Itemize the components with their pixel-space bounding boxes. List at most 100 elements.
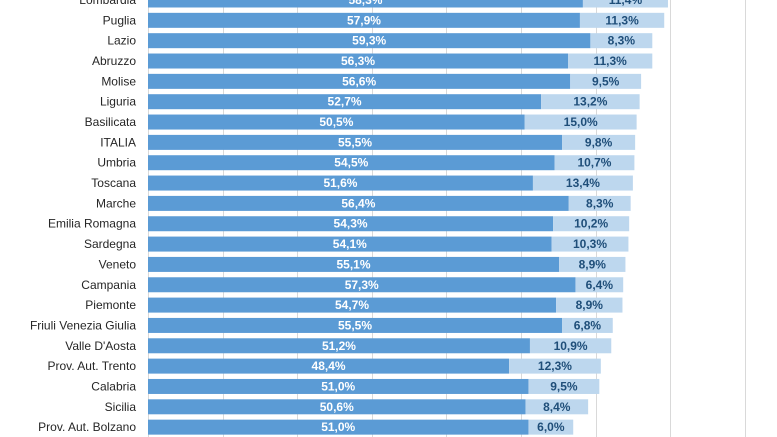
bar-segment-secondary <box>529 338 612 354</box>
data-label: 13,4% <box>566 176 600 190</box>
data-label: 55,5% <box>338 135 372 149</box>
category-label: Sardegna <box>84 237 136 251</box>
category-label: Umbria <box>97 156 136 170</box>
category-label: Valle D'Aosta <box>65 339 136 353</box>
bar-segment-secondary <box>556 297 623 313</box>
data-label: 6,8% <box>574 318 602 332</box>
data-label: 56,4% <box>341 196 375 210</box>
data-label: 59,3% <box>352 34 386 48</box>
bar-segment-secondary <box>562 317 613 333</box>
category-label: ITALIA <box>100 135 136 149</box>
bar-segment-secondary <box>567 53 653 69</box>
category-label: Lazio <box>107 34 136 48</box>
data-label: 51,2% <box>322 339 356 353</box>
bar-segment-primary <box>148 33 591 49</box>
category-label: Abruzzo <box>92 54 136 68</box>
data-label: 8,3% <box>608 34 636 48</box>
data-label: 8,9% <box>579 257 607 271</box>
data-label: 11,3% <box>593 54 627 68</box>
data-label: 48,4% <box>312 359 346 373</box>
bar-segment-primary <box>148 378 529 394</box>
bar-segment-secondary <box>568 195 631 211</box>
category-label: Veneto <box>99 257 137 271</box>
bar-segment-primary <box>148 236 552 252</box>
category-label: Calabria <box>91 379 136 393</box>
bar-segment-secondary <box>532 175 633 191</box>
bar-segment-primary <box>148 399 526 415</box>
bar-segment-secondary <box>541 94 640 110</box>
bar-segment-primary <box>148 0 583 8</box>
data-label: 57,3% <box>345 278 379 292</box>
category-label: Basilicata <box>85 115 137 129</box>
bar-segment-primary <box>148 12 580 28</box>
data-label: 50,5% <box>319 115 353 129</box>
bar-segment-primary <box>148 53 568 69</box>
category-label: Prov. Aut. Trento <box>48 359 137 373</box>
data-label: 51,6% <box>323 176 357 190</box>
bar-segment-secondary <box>524 114 637 130</box>
data-label: 56,3% <box>341 54 375 68</box>
bar-segment-secondary <box>590 33 653 49</box>
data-label: 10,9% <box>554 339 588 353</box>
data-label: 8,9% <box>576 298 604 312</box>
data-label: 13,2% <box>573 95 607 109</box>
labels: Lombardia 58,3% 11,4% Puglia 57,9% 11,3% Lazio… <box>30 0 643 434</box>
data-label: 52,7% <box>328 95 362 109</box>
data-label: 54,3% <box>334 217 368 231</box>
bar-segment-primary <box>148 216 554 232</box>
data-label: 51,0% <box>321 379 355 393</box>
category-label: Molise <box>101 74 136 88</box>
data-label: 50,6% <box>320 400 354 414</box>
bar-segment-secondary <box>570 73 642 89</box>
data-label: 15,0% <box>564 115 598 129</box>
bar-segment-secondary <box>562 134 636 150</box>
data-label: 9,5% <box>550 379 578 393</box>
bar-segment-secondary <box>553 216 630 232</box>
category-label: Lombardia <box>79 0 136 7</box>
data-label: 10,7% <box>577 156 611 170</box>
bar-segment-secondary <box>559 256 626 272</box>
bar-segment-secondary <box>528 419 574 435</box>
bar-segment-primary <box>148 419 529 435</box>
bar-segment-secondary <box>582 0 668 8</box>
bar-segment-secondary <box>528 378 600 394</box>
bar-segment-secondary <box>554 155 635 171</box>
data-label: 6,0% <box>537 420 565 434</box>
bar-segment-primary <box>148 317 563 333</box>
bar-segment-primary <box>148 155 555 171</box>
data-label: 8,4% <box>543 400 571 414</box>
bar-segment-primary <box>148 114 525 130</box>
bar-segment-secondary <box>579 12 665 28</box>
data-label: 55,5% <box>338 318 372 332</box>
category-label: Campania <box>81 278 136 292</box>
category-label: Toscana <box>91 176 136 190</box>
bar-segment-secondary <box>575 277 624 293</box>
data-label: 54,1% <box>333 237 367 251</box>
category-label: Marche <box>96 196 136 210</box>
bars <box>148 0 668 435</box>
data-label: 9,5% <box>592 74 620 88</box>
data-label: 55,1% <box>337 257 371 271</box>
bar-segment-secondary <box>551 236 629 252</box>
data-label: 58,3% <box>348 0 382 7</box>
bar-segment-secondary <box>509 358 601 374</box>
category-label: Prov. Aut. Bolzano <box>38 420 136 434</box>
data-label: 11,4% <box>609 0 643 7</box>
data-label: 6,4% <box>586 278 614 292</box>
bar-segment-primary <box>148 277 576 293</box>
data-label: 56,6% <box>342 74 376 88</box>
data-label: 57,9% <box>347 13 381 27</box>
bar-segment-primary <box>148 338 530 354</box>
category-label: Friuli Venezia Giulia <box>30 318 136 332</box>
bar-segment-secondary <box>525 399 589 415</box>
data-label: 12,3% <box>538 359 572 373</box>
bar-segment-primary <box>148 94 542 110</box>
category-label: Piemonte <box>85 298 136 312</box>
bar-segment-primary <box>148 73 571 89</box>
category-label: Liguria <box>100 95 136 109</box>
data-label: 10,2% <box>574 217 608 231</box>
bar-segment-primary <box>148 175 533 191</box>
data-label: 54,7% <box>335 298 369 312</box>
bar-segment-primary <box>148 297 557 313</box>
